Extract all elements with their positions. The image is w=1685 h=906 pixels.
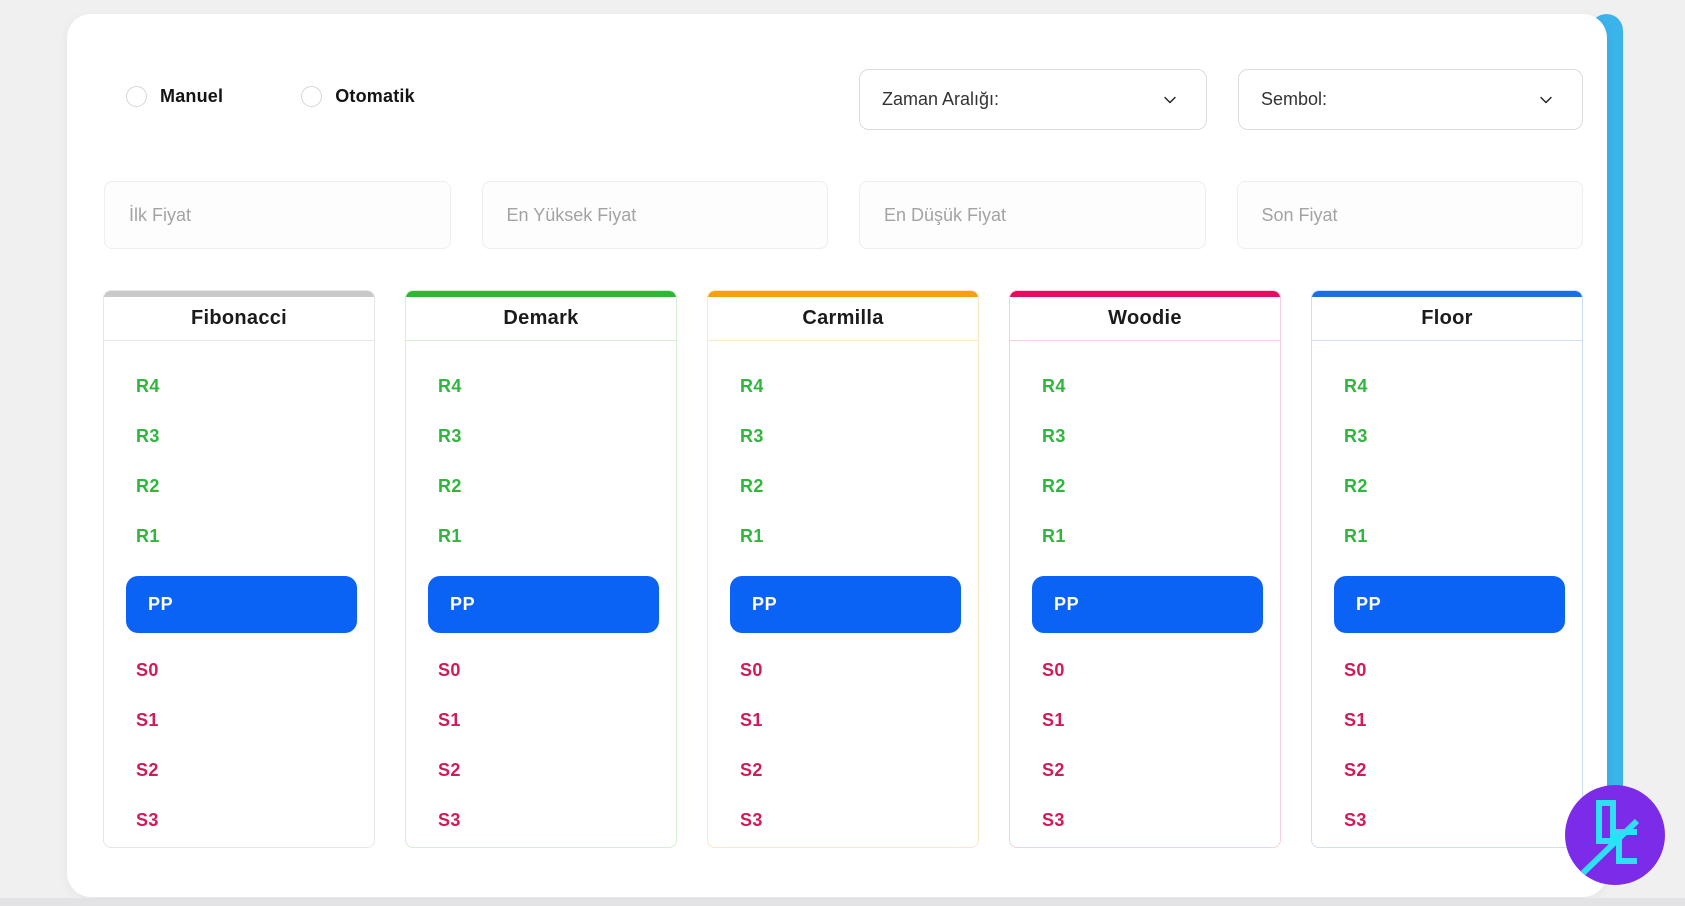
card-accent-bar: [1010, 291, 1280, 297]
resistance-level-r1: R1: [136, 526, 160, 546]
support-level-s3: S3: [1042, 810, 1065, 830]
radio-circle-icon[interactable]: [301, 86, 323, 107]
support-level-s0: S0: [1042, 660, 1065, 680]
brand-logo-icon: [1565, 785, 1665, 885]
chevron-down-icon: [1540, 96, 1552, 103]
support-level-s3: S3: [740, 810, 763, 830]
resistance-level-r2: R2: [1344, 476, 1368, 496]
card-title: Woodie: [1010, 297, 1280, 341]
resistance-level-r2: R2: [438, 476, 462, 496]
resistance-level-r1: R1: [1042, 526, 1066, 546]
last-price-input[interactable]: [1236, 181, 1583, 249]
radio-circle-icon[interactable]: [126, 86, 147, 107]
pivot-card-woodie: Woodie R4 R3 R2 R1 PP S0 S1 S2 S3: [1009, 290, 1281, 848]
pivot-card-floor: Floor R4 R3 R2 R1 PP S0 S1 S2 S3: [1311, 290, 1583, 848]
support-level-s0: S0: [740, 660, 763, 680]
resistance-level-r4: R4: [740, 376, 764, 396]
resistance-level-r3: R3: [1344, 426, 1368, 446]
resistance-level-r4: R4: [1344, 376, 1368, 396]
support-level-s2: S2: [740, 760, 763, 780]
pivot-point-button[interactable]: PP: [1334, 576, 1565, 633]
support-level-s0: S0: [136, 660, 159, 680]
card-accent-bar: [104, 291, 374, 297]
support-level-s1: S1: [1344, 710, 1367, 730]
pivot-point-button[interactable]: PP: [428, 576, 659, 633]
radio-manuel-label: Manuel: [160, 86, 224, 106]
pivot-card-carmilla: Carmilla R4 R3 R2 R1 PP S0 S1 S2 S3: [707, 290, 979, 848]
symbol-select[interactable]: Sembol:: [1238, 69, 1583, 130]
support-level-s2: S2: [1042, 760, 1065, 780]
support-level-s3: S3: [136, 810, 159, 830]
time-range-select-label: Zaman Aralığı:: [882, 89, 1000, 109]
support-level-s0: S0: [438, 660, 461, 680]
card-accent-bar: [1312, 291, 1582, 297]
price-inputs-row: [104, 181, 1583, 249]
resistance-level-r4: R4: [1042, 376, 1066, 396]
card-accent-bar: [406, 291, 676, 297]
pivot-cards-row: Fibonacci R4 R3 R2 R1 PP S0 S1 S2 S3 Demark R4 R3 R2 R…: [103, 290, 1583, 848]
support-level-s0: S0: [1344, 660, 1367, 680]
support-level-s1: S1: [438, 710, 461, 730]
pivot-point-button[interactable]: PP: [1032, 576, 1263, 633]
resistance-level-r3: R3: [740, 426, 764, 446]
card-levels: R4 R3 R2 R1 PP S0 S1 S2 S3: [708, 341, 978, 830]
pivot-card-demark: Demark R4 R3 R2 R1 PP S0 S1 S2 S3: [405, 290, 677, 848]
support-level-s2: S2: [1344, 760, 1367, 780]
card-levels: R4 R3 R2 R1 PP S0 S1 S2 S3: [104, 341, 374, 830]
radio-manuel[interactable]: Manuel: [126, 86, 223, 107]
radio-otomatik-label: Otomatik: [335, 86, 415, 106]
card-levels: R4 R3 R2 R1 PP S0 S1 S2 S3: [406, 341, 676, 830]
card-accent-bar: [708, 291, 978, 297]
radio-otomatik[interactable]: Otomatik: [301, 86, 415, 107]
resistance-level-r4: R4: [438, 376, 462, 396]
support-level-s2: S2: [136, 760, 159, 780]
card-levels: R4 R3 R2 R1 PP S0 S1 S2 S3: [1010, 341, 1280, 830]
highest-price-input[interactable]: [481, 181, 828, 249]
symbol-select-label: Sembol:: [1261, 89, 1328, 109]
brand-logo-badge[interactable]: [1565, 785, 1665, 885]
first-price-input[interactable]: [104, 181, 451, 249]
resistance-level-r4: R4: [136, 376, 160, 396]
pivot-point-button[interactable]: PP: [126, 576, 357, 633]
card-title: Fibonacci: [104, 297, 374, 341]
card-levels: R4 R3 R2 R1 PP S0 S1 S2 S3: [1312, 341, 1582, 830]
chevron-down-icon: [1164, 96, 1176, 103]
card-title: Demark: [406, 297, 676, 341]
support-level-s1: S1: [1042, 710, 1065, 730]
time-range-select[interactable]: Zaman Aralığı:: [859, 69, 1207, 130]
resistance-level-r1: R1: [1344, 526, 1368, 546]
pivot-point-button[interactable]: PP: [730, 576, 961, 633]
pivot-calculator-panel: Manuel Otomatik Zaman Aralığı: Sembol: F…: [67, 14, 1607, 897]
support-level-s3: S3: [438, 810, 461, 830]
card-title: Floor: [1312, 297, 1582, 341]
support-level-s1: S1: [136, 710, 159, 730]
lowest-price-input[interactable]: [859, 181, 1206, 249]
support-level-s2: S2: [438, 760, 461, 780]
window-bottom-edge: [0, 898, 1685, 906]
mode-radio-group: Manuel Otomatik: [126, 86, 415, 107]
card-title: Carmilla: [708, 297, 978, 341]
support-level-s1: S1: [740, 710, 763, 730]
resistance-level-r2: R2: [740, 476, 764, 496]
resistance-level-r2: R2: [1042, 476, 1066, 496]
resistance-level-r1: R1: [438, 526, 462, 546]
pivot-card-fibonacci: Fibonacci R4 R3 R2 R1 PP S0 S1 S2 S3: [103, 290, 375, 848]
resistance-level-r2: R2: [136, 476, 160, 496]
resistance-level-r3: R3: [136, 426, 160, 446]
resistance-level-r3: R3: [438, 426, 462, 446]
support-level-s3: S3: [1344, 810, 1367, 830]
resistance-level-r1: R1: [740, 526, 764, 546]
resistance-level-r3: R3: [1042, 426, 1066, 446]
